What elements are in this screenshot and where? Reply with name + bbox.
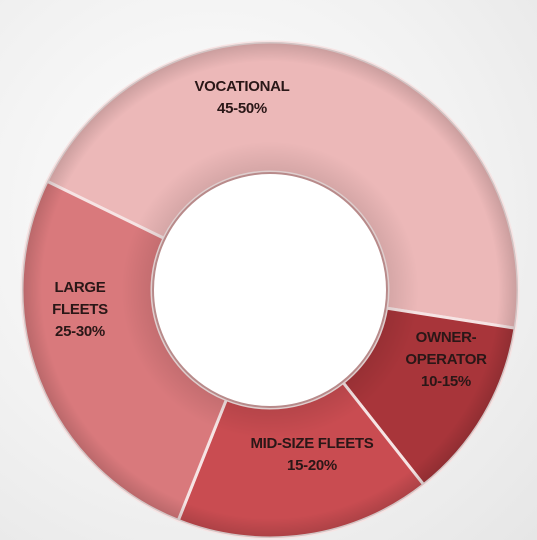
segment-label: VOCATIONAL 45-50% bbox=[194, 76, 289, 120]
value-label: 10-15% bbox=[421, 373, 471, 390]
segment-label: OWNER- OPERATOR 10-15% bbox=[405, 327, 487, 393]
category-label: LARGE FLEETS bbox=[52, 279, 108, 318]
value-label: 25-30% bbox=[55, 323, 105, 340]
value-label: 15-20% bbox=[287, 457, 337, 474]
donut-hole bbox=[152, 172, 388, 408]
category-label: OWNER- OPERATOR bbox=[405, 329, 487, 368]
category-label: MID-SIZE FLEETS bbox=[250, 435, 374, 452]
value-label: 45-50% bbox=[217, 100, 267, 117]
segment-label: LARGE FLEETS 25-30% bbox=[52, 277, 108, 343]
category-label: VOCATIONAL bbox=[194, 78, 290, 95]
segment-label: MID-SIZE FLEETS 15-20% bbox=[250, 433, 373, 477]
